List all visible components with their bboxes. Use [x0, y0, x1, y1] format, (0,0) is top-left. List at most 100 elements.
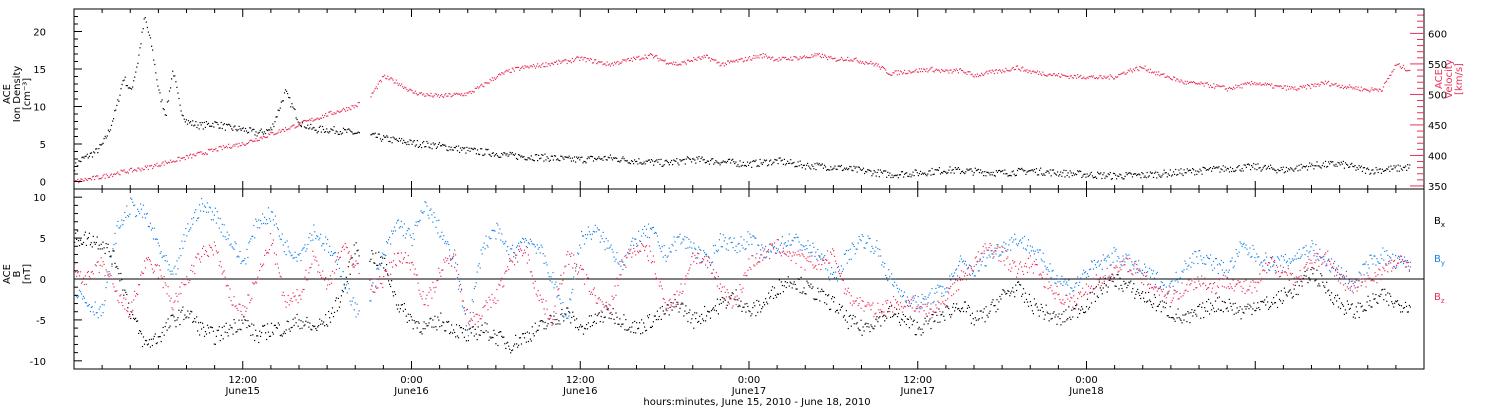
field-data-point — [301, 249, 303, 251]
plasma-data-point — [937, 169, 939, 171]
plasma-data-point — [107, 129, 109, 131]
field-data-point — [432, 319, 434, 321]
plasma-data-point — [357, 102, 359, 104]
field-data-point — [958, 265, 960, 267]
field-data-point — [459, 327, 462, 329]
plasma-data-point — [619, 62, 621, 64]
plasma-data-point — [1353, 166, 1355, 168]
field-data-point — [427, 214, 429, 216]
plasma-data-point — [148, 34, 151, 36]
plasma-data-point — [356, 132, 358, 134]
plasma-data-point — [387, 75, 389, 77]
plasma-data-point — [1028, 170, 1030, 172]
field-data-point — [461, 305, 463, 307]
field-data-point — [493, 329, 495, 331]
plasma-data-point — [290, 126, 292, 128]
plasma-data-point — [283, 130, 286, 132]
field-data-point — [355, 242, 357, 244]
field-data-point — [138, 332, 140, 334]
field-data-point — [706, 315, 708, 317]
field-data-point — [1153, 294, 1156, 296]
field-data-point — [1109, 264, 1111, 266]
field-data-point — [1079, 313, 1081, 315]
field-data-point — [135, 215, 137, 218]
field-data-point — [1152, 303, 1155, 305]
plasma-data-point — [1005, 173, 1007, 175]
field-data-point — [1032, 250, 1034, 252]
plasma-data-point — [1214, 167, 1216, 169]
field-data-point — [1182, 314, 1184, 316]
field-data-point — [286, 320, 288, 322]
plasma-data-point — [490, 80, 492, 82]
field-data-point — [833, 277, 836, 279]
plasma-data-point — [135, 71, 137, 73]
field-data-point — [495, 343, 497, 345]
plasma-data-point — [1107, 75, 1109, 77]
plasma-data-point — [483, 86, 485, 88]
field-data-point — [1202, 302, 1204, 304]
field-data-point — [601, 311, 603, 313]
plasma-data-point — [1144, 175, 1146, 177]
field-data-point — [791, 287, 793, 289]
field-data-point — [348, 288, 350, 290]
field-data-point — [833, 296, 836, 299]
plasma-data-point — [219, 145, 221, 148]
field-data-point — [905, 323, 907, 326]
field-data-point — [1036, 306, 1038, 308]
field-data-point — [999, 254, 1001, 256]
field-data-point — [477, 326, 479, 328]
plasma-data-point — [1309, 85, 1311, 87]
field-data-point — [209, 207, 211, 209]
field-data-point — [736, 252, 738, 254]
plasma-data-point — [1181, 173, 1183, 175]
plasma-data-point — [197, 124, 199, 126]
field-data-point — [91, 246, 93, 248]
plasma-data-point — [661, 59, 663, 61]
field-data-point — [421, 333, 423, 335]
plasma-data-point — [820, 57, 822, 59]
field-data-point — [451, 258, 453, 260]
field-data-point — [772, 297, 775, 299]
field-data-point — [660, 318, 662, 320]
plasma-data-point — [288, 96, 290, 99]
plasma-data-point — [313, 119, 315, 121]
field-data-point — [1065, 309, 1067, 311]
field-data-point — [197, 217, 199, 219]
field-data-point — [897, 291, 900, 293]
plasma-data-point — [1257, 84, 1259, 86]
field-data-point — [755, 315, 757, 317]
field-data-point — [622, 323, 624, 325]
plasma-data-point — [1092, 177, 1094, 179]
field-data-point — [424, 328, 426, 330]
plasma-data-point — [520, 156, 522, 158]
plasma-data-point — [663, 60, 665, 62]
field-data-point — [165, 254, 167, 257]
plasma-data-point — [1105, 175, 1107, 177]
field-data-point — [681, 241, 683, 243]
plasma-data-point — [1007, 175, 1009, 177]
field-data-point — [371, 284, 373, 286]
field-data-point — [306, 248, 308, 250]
field-data-point — [451, 324, 453, 326]
plasma-data-point — [1225, 169, 1227, 171]
field-data-point — [843, 253, 845, 255]
plasma-data-point — [854, 167, 856, 169]
field-data-point — [287, 246, 289, 248]
field-data-point — [340, 295, 342, 297]
field-data-point — [956, 303, 958, 305]
field-data-point — [763, 250, 765, 252]
plasma-data-point — [752, 57, 754, 59]
field-data-point — [855, 248, 857, 250]
field-data-point — [392, 230, 395, 232]
plasma-data-point — [122, 80, 124, 82]
field-data-point — [645, 329, 648, 331]
plasma-data-point — [877, 63, 879, 65]
plasma-data-point — [885, 69, 887, 71]
field-data-point — [203, 326, 205, 328]
field-data-point — [429, 318, 431, 320]
field-data-point — [128, 302, 130, 304]
field-data-point — [371, 250, 373, 252]
plasma-data-point — [1073, 174, 1075, 176]
plasma-data-point — [1019, 168, 1021, 170]
